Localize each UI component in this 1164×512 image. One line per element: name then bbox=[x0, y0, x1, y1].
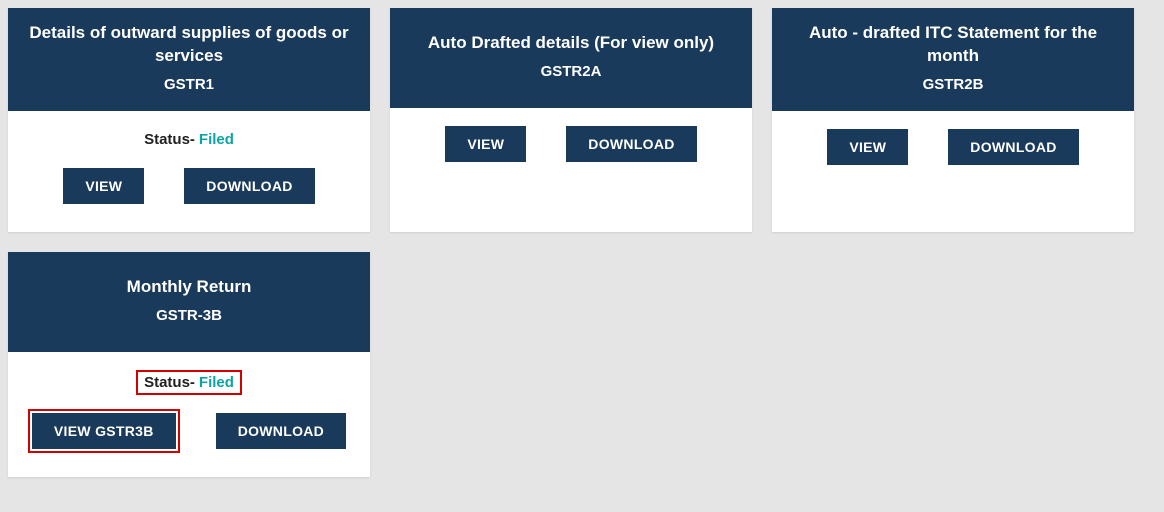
card-subtitle: GSTR2A bbox=[402, 63, 740, 80]
card-body: VIEW DOWNLOAD bbox=[390, 108, 752, 190]
card-header: Auto - drafted ITC Statement for the mon… bbox=[772, 8, 1134, 111]
card-subtitle: GSTR-3B bbox=[20, 307, 358, 324]
card-subtitle: GSTR2B bbox=[784, 76, 1122, 93]
card-body: Status-Filed VIEW GSTR3B DOWNLOAD bbox=[8, 352, 370, 477]
card-body: VIEW DOWNLOAD bbox=[772, 111, 1134, 193]
button-row: VIEW DOWNLOAD bbox=[788, 129, 1118, 165]
button-row: VIEW GSTR3B DOWNLOAD bbox=[24, 413, 354, 449]
status-value: Filed bbox=[199, 131, 234, 148]
status-label: Status- bbox=[144, 374, 195, 391]
card-subtitle: GSTR1 bbox=[20, 76, 358, 93]
return-card: Monthly Return GSTR-3B Status-Filed VIEW GS… bbox=[8, 252, 370, 477]
return-card: Details of outward supplies of goods or … bbox=[8, 8, 370, 232]
download-button[interactable]: DOWNLOAD bbox=[184, 168, 314, 204]
card-title: Details of outward supplies of goods or … bbox=[20, 22, 358, 68]
download-button[interactable]: DOWNLOAD bbox=[566, 126, 696, 162]
cards-grid: Details of outward supplies of goods or … bbox=[8, 8, 1156, 477]
button-row: VIEW DOWNLOAD bbox=[24, 168, 354, 204]
download-button[interactable]: DOWNLOAD bbox=[216, 413, 346, 449]
card-body: Status-Filed VIEW DOWNLOAD bbox=[8, 111, 370, 232]
status-label: Status- bbox=[144, 131, 195, 148]
card-header: Monthly Return GSTR-3B bbox=[8, 252, 370, 352]
card-header: Details of outward supplies of goods or … bbox=[8, 8, 370, 111]
button-row: VIEW DOWNLOAD bbox=[406, 126, 736, 162]
card-header: Auto Drafted details (For view only) GSTR… bbox=[390, 8, 752, 108]
card-title: Auto - drafted ITC Statement for the mon… bbox=[784, 22, 1122, 68]
status-row: Status-Filed bbox=[138, 129, 240, 150]
view-button[interactable]: VIEW bbox=[63, 168, 144, 204]
return-card: Auto Drafted details (For view only) GSTR… bbox=[390, 8, 752, 232]
status-value: Filed bbox=[199, 374, 234, 391]
view-button[interactable]: VIEW bbox=[445, 126, 526, 162]
view-button[interactable]: VIEW bbox=[827, 129, 908, 165]
card-title: Auto Drafted details (For view only) bbox=[402, 32, 740, 55]
return-card: Auto - drafted ITC Statement for the mon… bbox=[772, 8, 1134, 232]
status-row: Status-Filed bbox=[136, 370, 242, 395]
view-button[interactable]: VIEW GSTR3B bbox=[32, 413, 176, 449]
card-title: Monthly Return bbox=[20, 276, 358, 299]
download-button[interactable]: DOWNLOAD bbox=[948, 129, 1078, 165]
